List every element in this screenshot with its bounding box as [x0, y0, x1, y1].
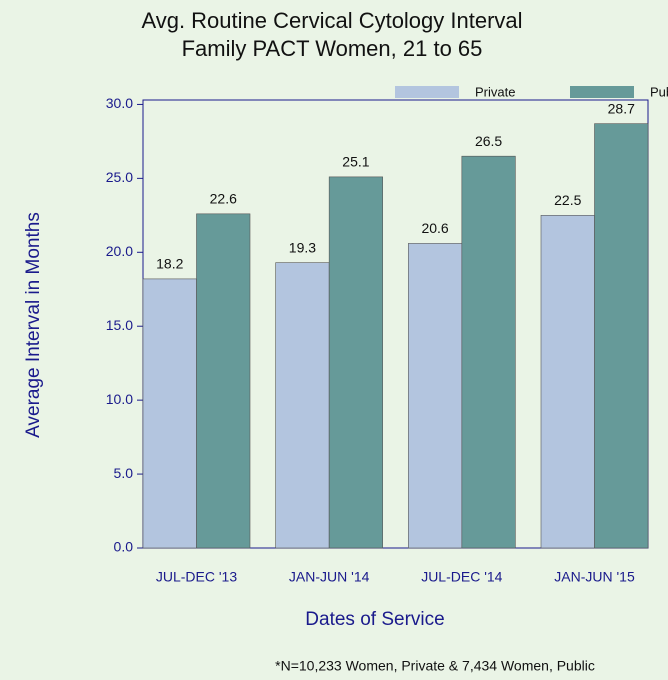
legend-label: Public	[650, 84, 668, 99]
bar	[594, 123, 649, 549]
footnote: *N=10,233 Women, Private & 7,434 Women, …	[275, 658, 595, 674]
y-tick-label: 25.0	[106, 169, 133, 185]
bar	[196, 213, 251, 549]
legend-label: Private	[475, 84, 515, 99]
y-tick-label: 15.0	[106, 317, 133, 333]
y-tick-label: 5.0	[114, 465, 134, 481]
x-tick-label: JUL-DEC '14	[421, 569, 502, 585]
bar	[408, 243, 463, 549]
value-label: 25.1	[342, 154, 369, 170]
value-label: 19.3	[289, 239, 316, 255]
value-label: 18.2	[156, 256, 183, 272]
chart-title: Avg. Routine Cervical Cytology Interval	[141, 8, 522, 33]
bar	[461, 155, 516, 549]
y-tick-label: 0.0	[114, 539, 134, 555]
y-tick-label: 30.0	[106, 95, 133, 111]
bar	[328, 176, 383, 549]
x-tick-label: JAN-JUN '14	[289, 569, 370, 585]
x-tick-label: JUL-DEC '13	[156, 569, 237, 585]
y-tick-label: 20.0	[106, 243, 133, 259]
value-label: 20.6	[421, 220, 448, 236]
chart-subtitle: Family PACT Women, 21 to 65	[182, 36, 483, 61]
bar	[540, 215, 595, 549]
value-label: 22.6	[210, 191, 237, 207]
y-axis-title: Average Interval in Months	[23, 212, 44, 438]
legend-swatch	[395, 86, 459, 98]
x-tick-label: JAN-JUN '15	[554, 569, 635, 585]
bar	[142, 278, 197, 549]
legend-swatch	[570, 86, 634, 98]
bar	[275, 262, 330, 549]
x-axis-title: Dates of Service	[305, 609, 444, 630]
value-label: 28.7	[608, 100, 635, 116]
value-label: 22.5	[554, 192, 581, 208]
y-tick-label: 10.0	[106, 391, 133, 407]
value-label: 26.5	[475, 133, 502, 149]
